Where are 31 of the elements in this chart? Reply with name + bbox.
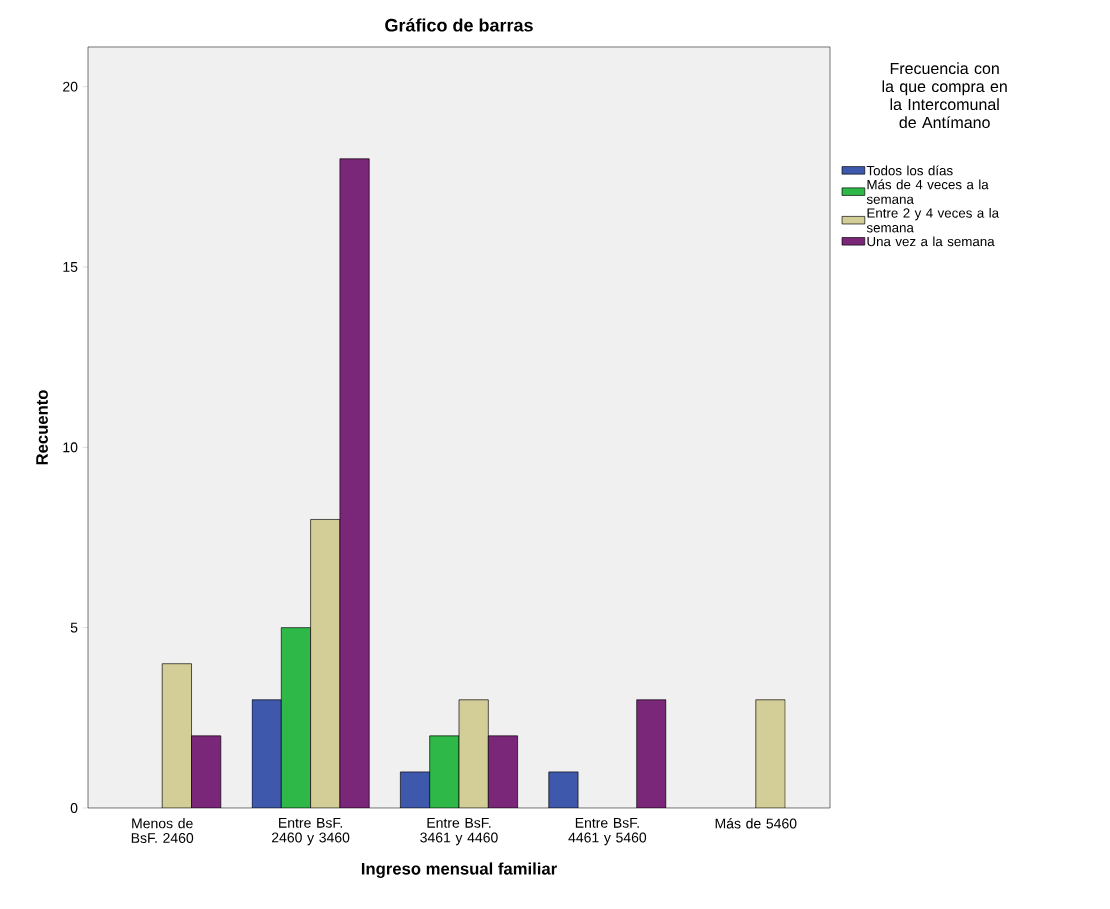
bar (400, 771, 431, 808)
bar (429, 735, 460, 808)
y-axis-title: Recuento (36, 390, 48, 465)
y-tick-label: 0 (70, 803, 78, 813)
y-tick-label: 10 (63, 442, 78, 453)
bar (280, 627, 311, 808)
bar (339, 158, 370, 808)
x-tick-label: Más de 5460 (715, 818, 797, 829)
y-tick-label: 5 (70, 622, 78, 633)
y-tick-label: 20 (63, 81, 78, 92)
bar (487, 735, 518, 808)
bar (161, 663, 192, 808)
x-tick-label: Entre BsF. 4461 y 5460 (568, 818, 647, 846)
bar (310, 519, 341, 808)
bar (636, 699, 667, 808)
legend-label: Más de 4 veces a la semana (866, 179, 989, 204)
bar (755, 699, 786, 808)
legend-label: Todos los días (866, 165, 953, 176)
x-axis-title: Ingreso mensual familiar (361, 862, 557, 878)
x-tick-label: Entre BsF. 2460 y 3460 (272, 818, 350, 846)
legend-title: Frecuencia con la que compra en la Intercomunal de Antímano (882, 62, 1007, 129)
x-tick-label: Menos de BsF. 2460 (131, 818, 194, 843)
legend-label: Entre 2 y 4 veces a la semana (866, 207, 1000, 233)
y-tick-label: 15 (63, 262, 78, 272)
bar (458, 699, 489, 808)
chart-title: Gráfico de barras (385, 18, 533, 32)
bar (191, 735, 222, 808)
x-tick-label: Entre BsF. 3461 y 4460 (420, 818, 498, 846)
bar (548, 771, 579, 808)
legend-label: Una vez a la semana (867, 236, 995, 247)
bar (251, 699, 282, 808)
